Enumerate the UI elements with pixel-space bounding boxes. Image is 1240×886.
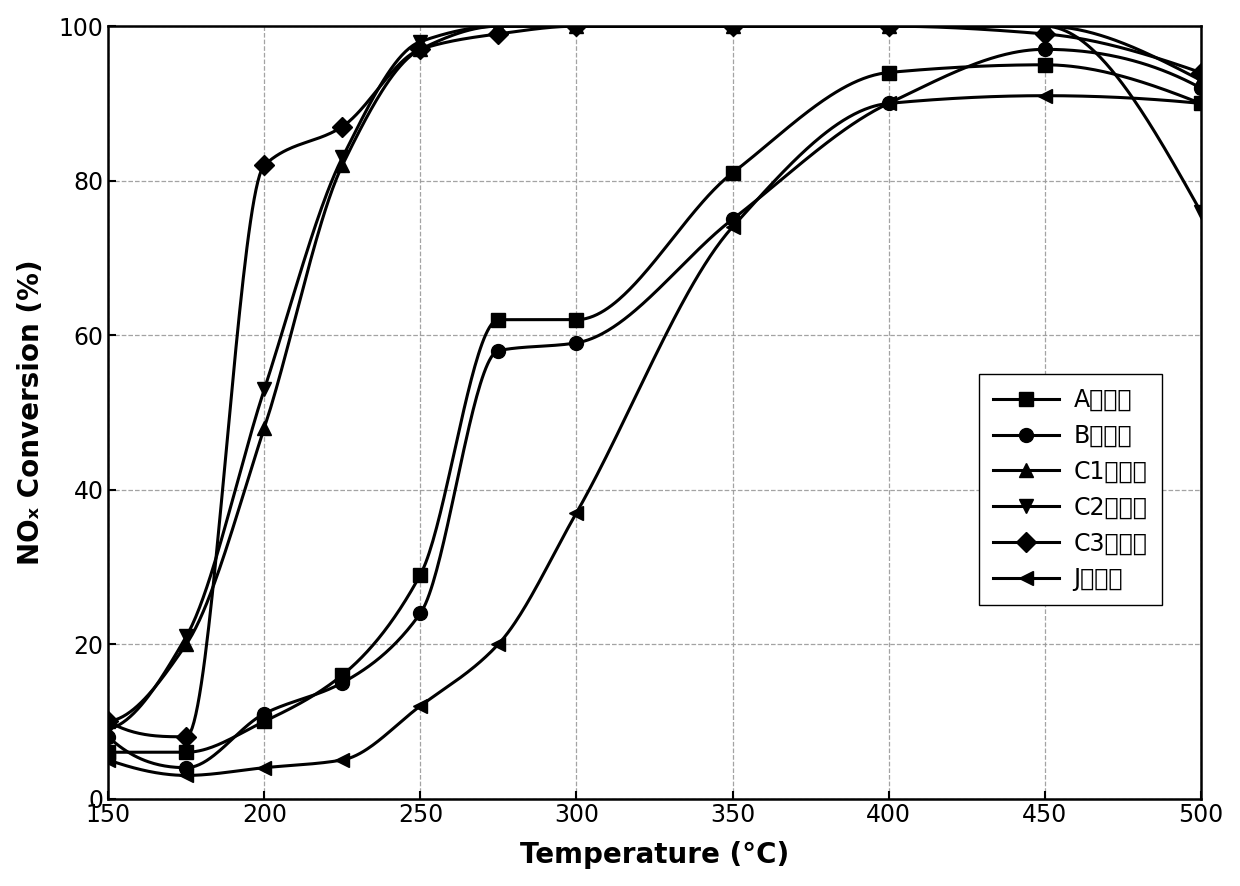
A催化剑 [179, 747, 193, 758]
Y-axis label: NOₓ Conversion (%): NOₓ Conversion (%) [16, 260, 45, 565]
J催化剑 [413, 701, 428, 711]
Line: C2催化剑: C2催化剑 [102, 19, 1208, 736]
C1催化剑 [179, 639, 193, 649]
C1催化剑 [413, 44, 428, 55]
A催化剑 [1037, 59, 1052, 70]
B催化剑 [413, 608, 428, 618]
C3催化剑 [179, 732, 193, 742]
B催化剑 [882, 98, 897, 109]
Line: A催化剑: A催化剑 [102, 58, 1208, 759]
C3催化剑 [491, 28, 506, 39]
C3催化剑 [725, 21, 740, 32]
A催化剑 [569, 315, 584, 325]
J催化剑 [882, 98, 897, 109]
C3催化剑 [335, 121, 350, 132]
C2催化剑 [335, 152, 350, 163]
B催化剑 [725, 214, 740, 224]
C1催化剑 [1193, 75, 1208, 86]
X-axis label: Temperature (°C): Temperature (°C) [520, 842, 789, 869]
C2催化剑 [179, 631, 193, 641]
J催化剑 [725, 222, 740, 232]
A催化剑 [335, 670, 350, 680]
Line: B催化剑: B催化剑 [102, 43, 1208, 774]
C3催化剑 [100, 716, 115, 727]
C3催化剑 [413, 44, 428, 55]
C2催化剑 [569, 21, 584, 32]
B催化剑 [179, 762, 193, 773]
A催化剑 [413, 570, 428, 580]
J催化剑 [257, 762, 272, 773]
A催化剑 [100, 747, 115, 758]
B催化剑 [100, 732, 115, 742]
B催化剑 [491, 346, 506, 356]
C1催化剑 [1037, 21, 1052, 32]
A催化剑 [882, 67, 897, 78]
B催化剑 [1037, 44, 1052, 55]
C1催化剑 [569, 21, 584, 32]
A催化剑 [725, 167, 740, 178]
A催化剑 [491, 315, 506, 325]
J催化剑 [569, 508, 584, 518]
J催化剑 [335, 755, 350, 766]
C2催化剑 [100, 724, 115, 734]
A催化剑 [1193, 98, 1208, 109]
C1催化剑 [725, 21, 740, 32]
A催化剑 [257, 716, 272, 727]
C2催化剑 [1037, 21, 1052, 32]
C1催化剑 [882, 21, 897, 32]
B催化剑 [335, 678, 350, 688]
C3催化剑 [569, 21, 584, 32]
J催化剑 [1037, 90, 1052, 101]
C3催化剑 [1037, 28, 1052, 39]
C1催化剑 [100, 716, 115, 727]
C2催化剑 [413, 36, 428, 47]
J催化剑 [179, 770, 193, 781]
J催化剑 [491, 639, 506, 649]
B催化剑 [569, 338, 584, 348]
C2催化剑 [1193, 206, 1208, 217]
J催化剑 [1193, 98, 1208, 109]
B催化剑 [1193, 82, 1208, 93]
C1催化剑 [491, 21, 506, 32]
Line: C1催化剑: C1催化剑 [102, 19, 1208, 728]
C2催化剑 [725, 21, 740, 32]
C1催化剑 [257, 423, 272, 433]
C2催化剑 [257, 384, 272, 394]
C1催化剑 [335, 159, 350, 170]
Line: C3催化剑: C3催化剑 [102, 19, 1208, 743]
C2催化剑 [491, 21, 506, 32]
C3催化剑 [1193, 67, 1208, 78]
B催化剑 [257, 708, 272, 719]
Line: J催化剑: J催化剑 [102, 89, 1208, 782]
C3催化剑 [882, 21, 897, 32]
C2催化剑 [882, 21, 897, 32]
C3催化剑 [257, 159, 272, 170]
J催化剑 [100, 755, 115, 766]
Legend: A催化剑, B催化剑, C1催化剑, C2催化剑, C3催化剑, J催化剑: A催化剑, B催化剑, C1催化剑, C2催化剑, C3催化剑, J催化剑 [980, 374, 1162, 605]
